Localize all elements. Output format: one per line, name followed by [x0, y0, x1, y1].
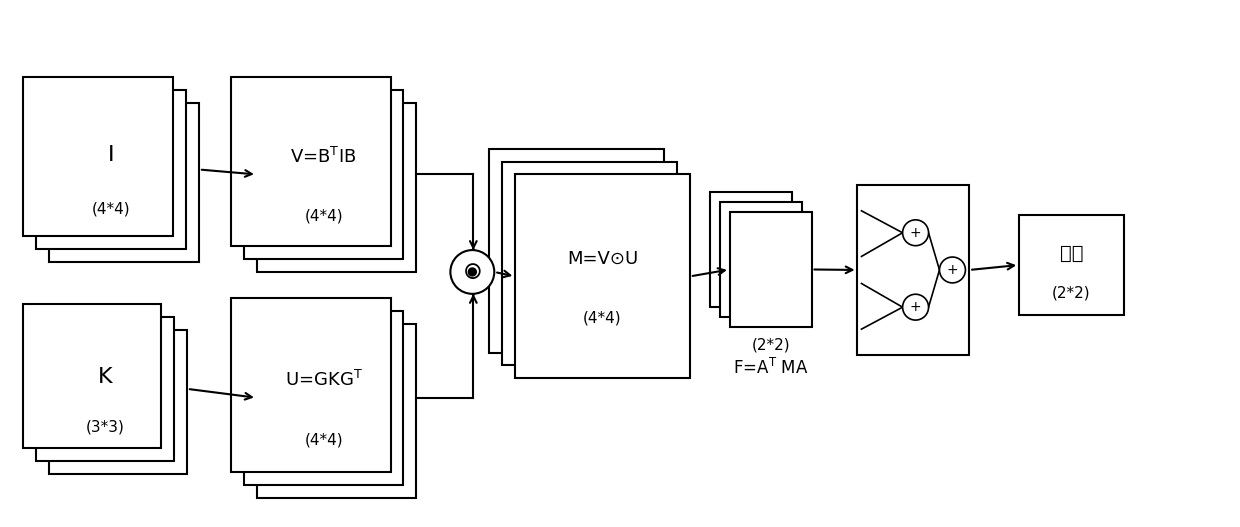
Bar	[231, 298, 391, 472]
Bar	[24, 304, 161, 448]
Text: M=V⊙U: M=V⊙U	[567, 249, 639, 268]
Bar	[1019, 215, 1123, 315]
Text: (4*4): (4*4)	[304, 432, 343, 447]
Text: V=B$^\mathregular{T}$IB: V=B$^\mathregular{T}$IB	[290, 147, 357, 167]
Text: +: +	[910, 226, 921, 240]
Bar	[50, 103, 198, 262]
Circle shape	[903, 220, 929, 246]
Text: U=GKG$^\mathregular{T}$: U=GKG$^\mathregular{T}$	[285, 370, 362, 390]
Text: K: K	[98, 367, 113, 387]
Bar	[36, 317, 174, 461]
Text: I: I	[108, 144, 114, 164]
Text: (3*3): (3*3)	[86, 419, 124, 434]
Text: (4*4): (4*4)	[92, 202, 130, 217]
Circle shape	[940, 257, 966, 283]
Text: (2*2): (2*2)	[751, 337, 790, 352]
Bar	[257, 103, 417, 272]
Text: (4*4): (4*4)	[304, 209, 343, 224]
Bar	[24, 77, 174, 236]
Text: ⊙: ⊙	[463, 260, 482, 284]
Bar	[516, 174, 689, 378]
Bar	[244, 90, 403, 259]
Text: 输出: 输出	[1060, 243, 1084, 262]
Bar	[719, 202, 801, 317]
Bar	[730, 212, 811, 327]
Bar	[50, 330, 187, 474]
Bar	[36, 90, 186, 249]
Bar	[709, 192, 791, 307]
Text: +: +	[946, 263, 959, 277]
Circle shape	[450, 250, 495, 294]
Circle shape	[469, 268, 476, 276]
Bar	[231, 77, 391, 246]
Bar	[502, 162, 677, 365]
Circle shape	[903, 294, 929, 320]
Text: (2*2): (2*2)	[1053, 285, 1091, 300]
Text: +: +	[910, 300, 921, 314]
Bar	[257, 324, 417, 498]
Text: (4*4): (4*4)	[583, 311, 621, 326]
Bar	[858, 186, 970, 355]
Bar	[244, 311, 403, 485]
Text: F=A$^\mathregular{T}$ MA: F=A$^\mathregular{T}$ MA	[733, 358, 808, 378]
Bar	[490, 149, 663, 353]
